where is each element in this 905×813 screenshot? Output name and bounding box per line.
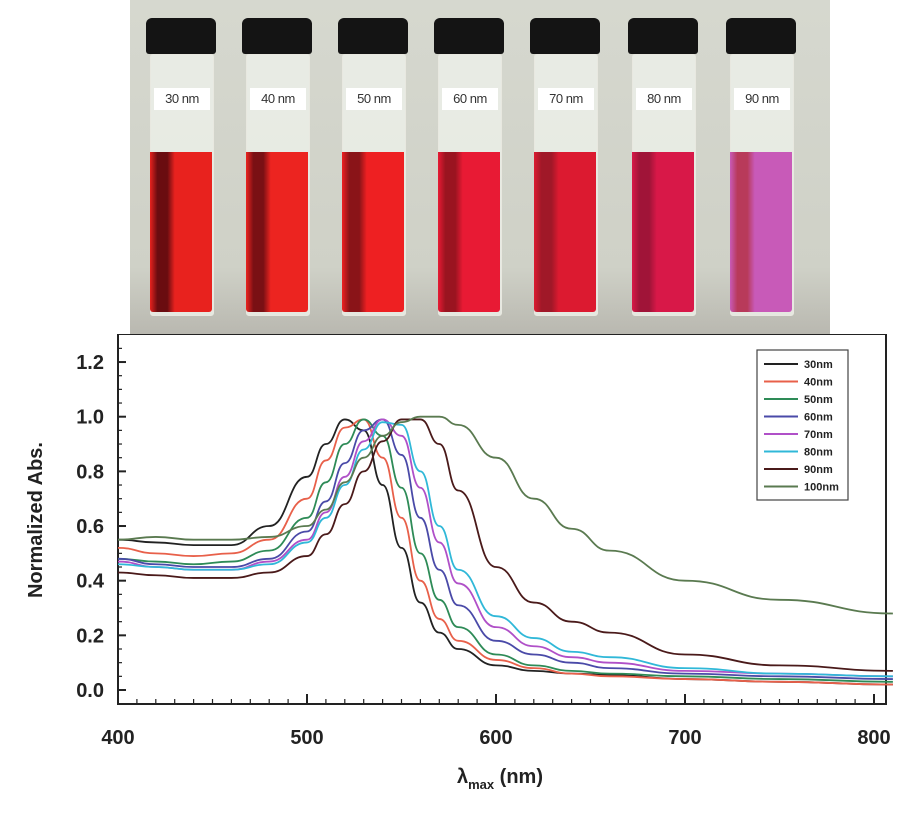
curve-100nm xyxy=(117,415,893,615)
vial: 40 nm xyxy=(240,18,312,318)
curve-80nm xyxy=(117,421,893,678)
vial: 90 nm xyxy=(724,18,796,318)
curve-40nm xyxy=(117,418,893,686)
vial-cap xyxy=(338,18,408,54)
vial-cap xyxy=(146,18,216,54)
legend-label: 40nm xyxy=(804,377,833,389)
vial-cap xyxy=(242,18,312,54)
legend-label: 100nm xyxy=(804,482,839,494)
y-tick-label: 1.0 xyxy=(76,407,104,429)
absorbance-chart: 0.0 0.2 0.4 0.6 0.8 1.0 1.2 400 500 600 700 800 30… xyxy=(25,334,893,792)
x-tick-label: 600 xyxy=(479,727,512,749)
vial-cap xyxy=(530,18,600,54)
vial-liquid xyxy=(730,152,792,312)
legend-label: 90nm xyxy=(804,464,833,476)
curve-70nm xyxy=(117,418,893,678)
x-tick-label: 400 xyxy=(101,727,134,749)
vial-cap xyxy=(434,18,504,54)
y-axis-label: Normalized Abs. xyxy=(25,442,47,598)
vial-label: 60 nm xyxy=(442,88,498,110)
curve-30nm xyxy=(117,418,893,686)
vial: 50 nm xyxy=(336,18,408,318)
x-axis-label: λmax (nm) xyxy=(457,766,543,792)
x-axis: 400 500 600 700 800 xyxy=(101,694,891,749)
y-axis: 0.0 0.2 0.4 0.6 0.8 1.0 1.2 xyxy=(76,347,126,702)
vial-liquid xyxy=(342,152,404,312)
vial-liquid xyxy=(632,152,694,312)
legend-label: 50nm xyxy=(804,394,833,406)
y-tick-label: 0.6 xyxy=(76,516,104,538)
vial: 70 nm xyxy=(528,18,600,318)
vial: 60 nm xyxy=(432,18,504,318)
vial: 80 nm xyxy=(626,18,698,318)
vial-label: 40 nm xyxy=(250,88,306,110)
x-tick-label: 700 xyxy=(668,727,701,749)
vial-liquid xyxy=(438,152,500,312)
x-tick-label: 800 xyxy=(857,727,890,749)
curve-60nm xyxy=(117,418,893,680)
y-tick-label: 0.2 xyxy=(76,625,104,647)
legend-label: 30nm xyxy=(804,359,833,371)
vial-label: 90 nm xyxy=(734,88,790,110)
vial-liquid xyxy=(150,152,212,312)
vial-cap xyxy=(628,18,698,54)
y-tick-label: 0.0 xyxy=(76,680,104,702)
vial-label: 30 nm xyxy=(154,88,210,110)
vial-label: 70 nm xyxy=(538,88,594,110)
vial-label: 50 nm xyxy=(346,88,402,110)
vial-liquid xyxy=(534,152,596,312)
legend-label: 60nm xyxy=(804,412,833,424)
y-tick-label: 1.2 xyxy=(76,352,104,374)
curve-90nm xyxy=(117,418,893,672)
vial-label: 80 nm xyxy=(636,88,692,110)
vial-cap xyxy=(726,18,796,54)
spectra-curves xyxy=(117,415,893,686)
x-tick-label: 500 xyxy=(290,727,323,749)
y-tick-label: 0.8 xyxy=(76,461,104,483)
vial: 30 nm xyxy=(144,18,216,318)
y-tick-label: 0.4 xyxy=(76,571,105,593)
legend-label: 80nm xyxy=(804,447,833,459)
vial-liquid xyxy=(246,152,308,312)
legend: 30nm 40nm 50nm 60nm 70nm 80nm 90nm 100nm xyxy=(756,349,849,501)
vials-photo: 30 nm 40 nm 50 nm 60 nm 70 nm 80 nm 90 nm xyxy=(130,0,830,334)
curve-50nm xyxy=(117,418,893,683)
legend-label: 70nm xyxy=(804,429,833,441)
